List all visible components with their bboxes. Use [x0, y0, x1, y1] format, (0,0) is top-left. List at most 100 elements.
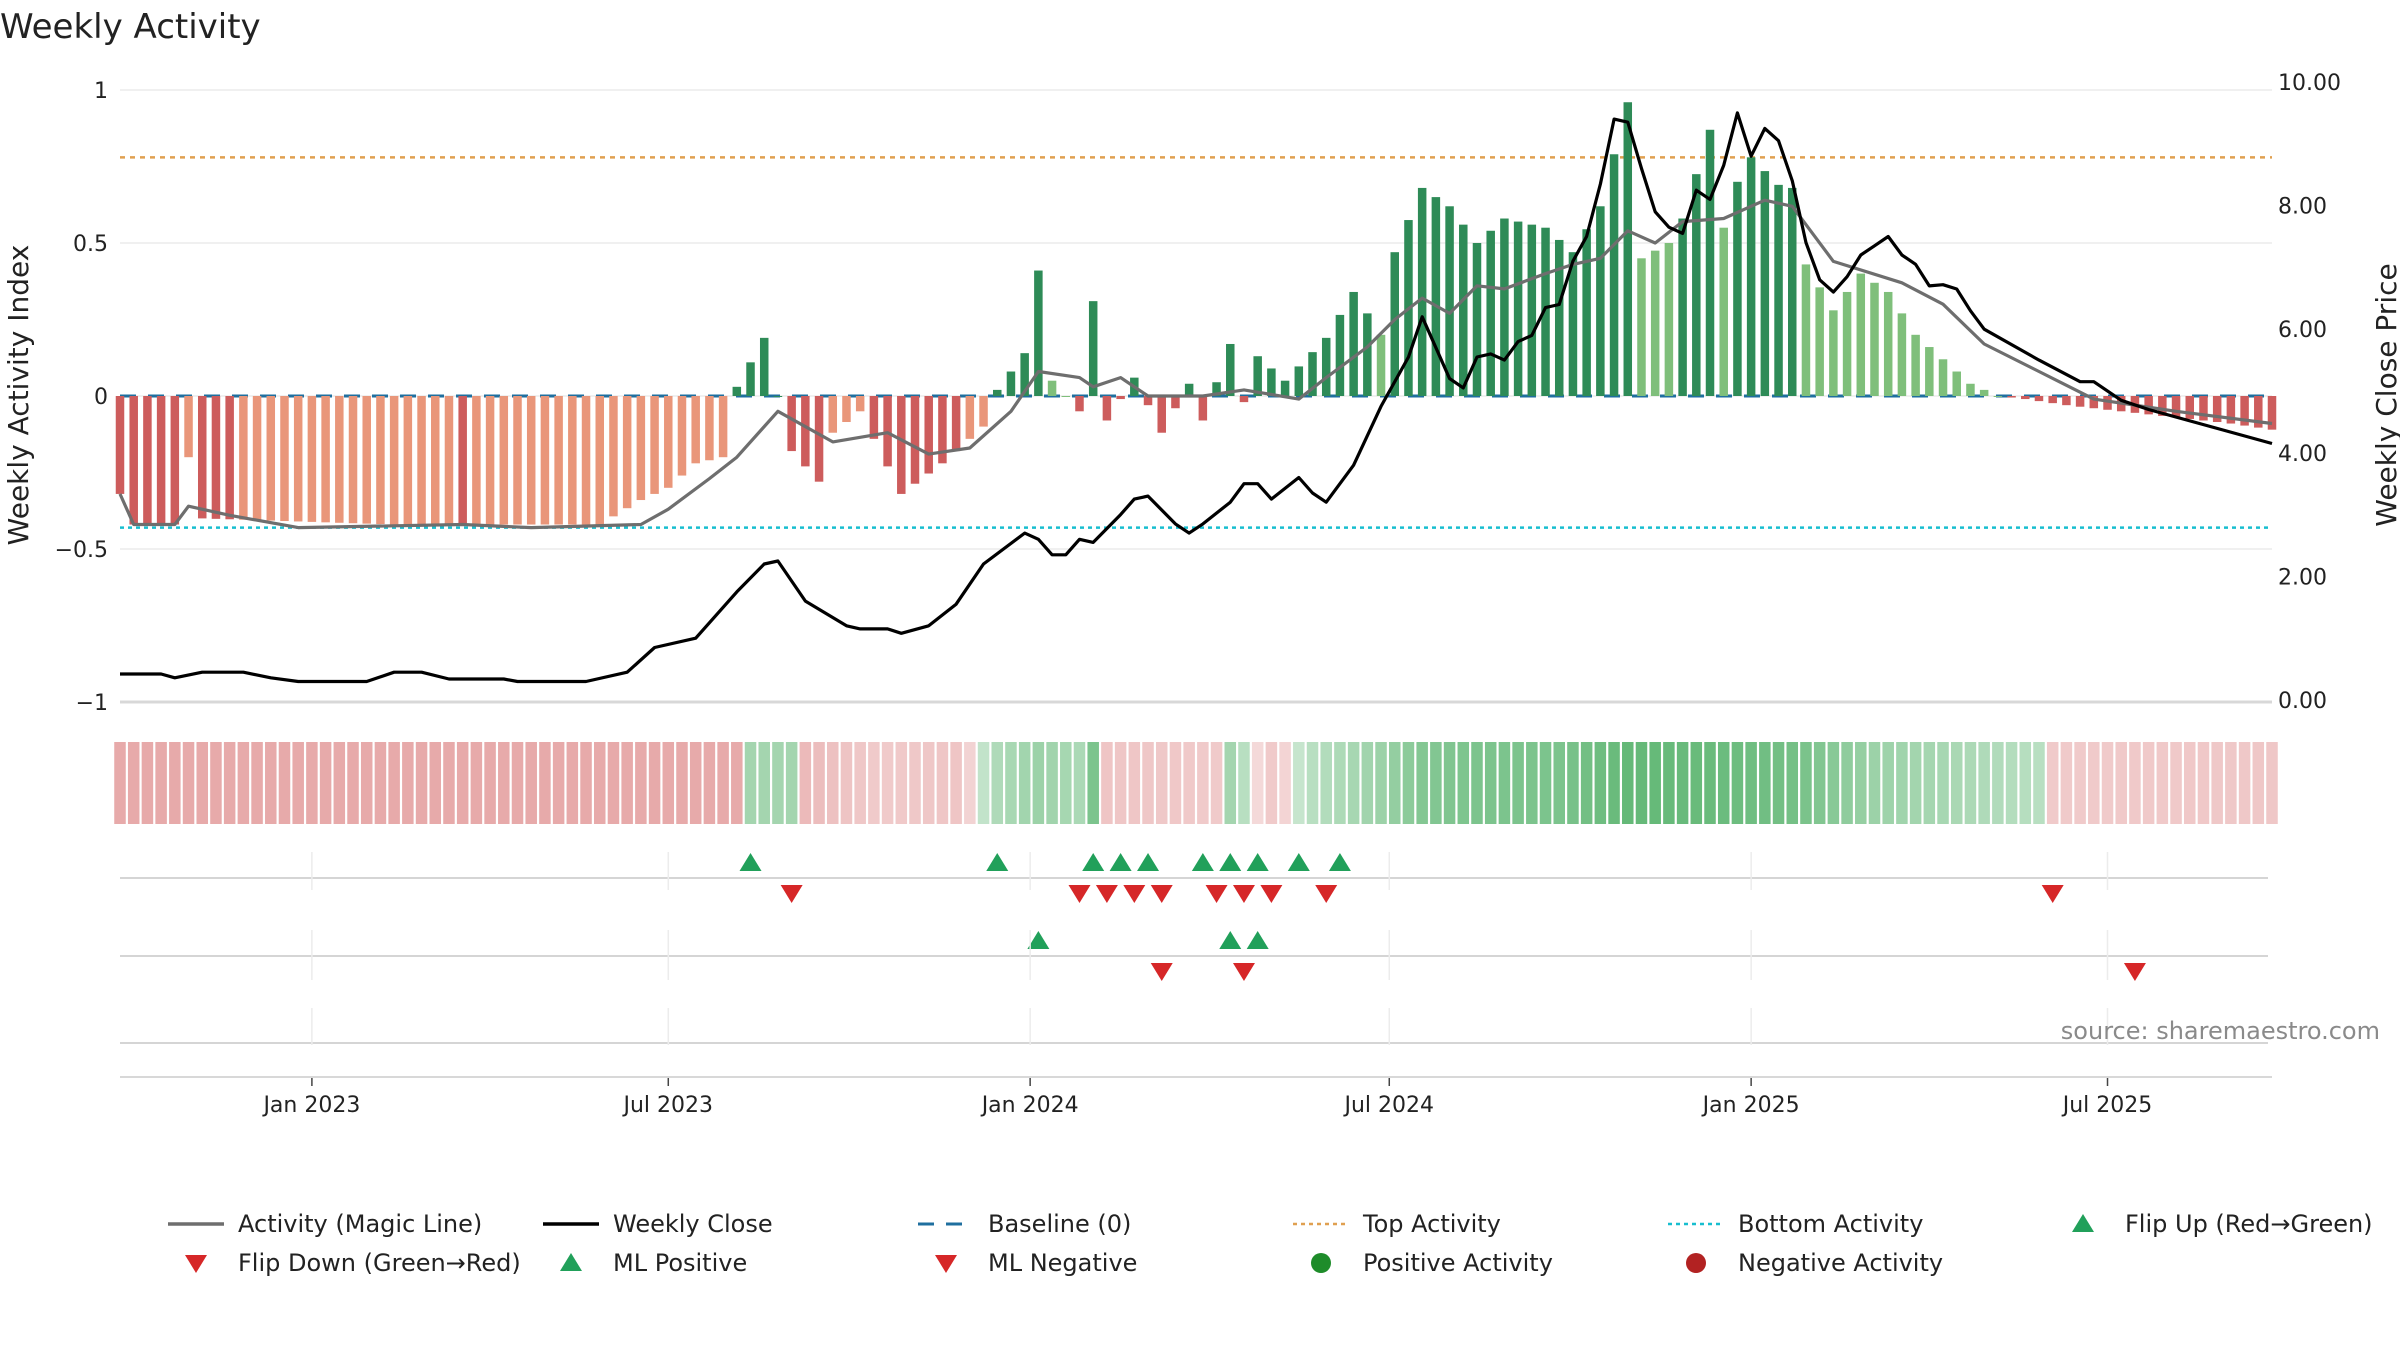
- activity-bar: [1979, 389, 1989, 396]
- source-note: source: sharemaestro.com: [2061, 1017, 2380, 1045]
- heat-cell: [1210, 742, 1223, 824]
- heat-cell: [1786, 742, 1799, 824]
- ml-positive-marker: [1219, 931, 1242, 949]
- heat-cell: [731, 742, 743, 824]
- heat-cell: [511, 742, 524, 824]
- heat-cell: [1128, 742, 1141, 824]
- heat-cell: [1909, 742, 1922, 824]
- activity-bar: [362, 396, 371, 524]
- heat-cell: [402, 742, 414, 824]
- flip-up-marker: [1109, 853, 1132, 871]
- activity-bar: [143, 396, 152, 525]
- heat-cell: [1731, 742, 1744, 824]
- heat-cell: [1388, 742, 1401, 824]
- heat-cell: [1197, 742, 1209, 824]
- activity-bar: [485, 396, 495, 525]
- activity-bar: [897, 396, 906, 494]
- heat-cell: [1471, 742, 1483, 824]
- activity-bar: [1472, 243, 1482, 396]
- heat-cell: [566, 742, 579, 824]
- heat-cell: [1498, 742, 1511, 824]
- heat-cell: [717, 742, 729, 824]
- heat-cell: [1484, 742, 1497, 824]
- activity-bar: [650, 396, 659, 494]
- heat-cell: [210, 742, 222, 824]
- activity-bar: [252, 396, 262, 521]
- activity-bar: [115, 396, 125, 494]
- ml-negative-marker: [1150, 963, 1173, 981]
- flip-down-marker: [1150, 885, 1173, 903]
- heat-cell: [1964, 742, 1977, 824]
- activity-bar: [1157, 396, 1166, 433]
- heat-cell: [1402, 742, 1415, 824]
- activity-bar: [239, 396, 248, 520]
- heat-cell: [1114, 742, 1127, 824]
- heat-cell: [2019, 742, 2032, 824]
- y-axis-right-title: Weekly Close Price: [2370, 263, 2400, 526]
- flip-up-marker: [1219, 853, 1242, 871]
- heat-cell: [909, 742, 921, 824]
- heat-cell: [1306, 742, 1319, 824]
- activity-bar: [389, 396, 399, 525]
- activity-bar: [1829, 310, 1838, 396]
- heat-cell: [182, 742, 195, 824]
- heat-cell: [1800, 742, 1812, 824]
- activity-bar: [609, 396, 618, 517]
- flip-down-marker: [1123, 885, 1146, 903]
- heat-cell: [950, 742, 962, 824]
- heat-cell: [1717, 742, 1730, 824]
- heat-cell: [607, 742, 620, 824]
- flip-marker-rows: [120, 853, 2268, 1044]
- activity-bar: [403, 396, 413, 525]
- y-right-tick-label: 6.00: [2278, 318, 2327, 343]
- activity-bar: [2021, 396, 2030, 400]
- heat-cell: [703, 742, 716, 824]
- activity-bar: [1171, 396, 1180, 409]
- y-right-tick-label: 0.00: [2278, 689, 2327, 714]
- activity-bar: [664, 396, 673, 488]
- flip-down-marker: [1260, 885, 1283, 903]
- flip-up-marker: [1082, 853, 1105, 871]
- y-left-tick-label: 1: [94, 79, 108, 104]
- y-axis-left-title: Weekly Activity Index: [2, 245, 35, 546]
- ml-negative-marker: [1232, 963, 1255, 981]
- activity-bar: [184, 396, 193, 458]
- heat-cell: [333, 742, 346, 824]
- activity-bar: [581, 396, 591, 525]
- heat-cell: [1512, 742, 1524, 824]
- heat-cell: [1224, 742, 1237, 824]
- activity-bar: [2254, 396, 2263, 428]
- heat-cell: [827, 742, 839, 824]
- activity-bar: [1568, 252, 1578, 396]
- activity-bar: [938, 396, 947, 464]
- heat-cell: [1073, 742, 1086, 824]
- y-axis-right: 10.00 8.00 6.00 4.00 2.00 0.00: [2278, 71, 2341, 714]
- activity-bar: [1226, 343, 1235, 396]
- activity-bar: [1842, 291, 1852, 396]
- activity-bars: [115, 102, 2277, 525]
- heat-cell: [676, 742, 688, 824]
- activity-bar: [1801, 264, 1811, 396]
- flip-down-marker: [1205, 885, 1228, 903]
- activity-bar: [2103, 396, 2112, 410]
- heat-cell: [141, 742, 154, 824]
- heat-cell: [1868, 742, 1881, 824]
- heat-cell: [1745, 742, 1757, 824]
- activity-bar: [992, 389, 1002, 396]
- activity-bar: [718, 396, 728, 458]
- activity-bar: [1500, 218, 1509, 396]
- activity-bar: [2267, 396, 2277, 430]
- x-tick-label: Jan 2024: [980, 1093, 1079, 1118]
- heat-cell: [2129, 742, 2141, 824]
- heat-cell: [484, 742, 496, 824]
- activity-bar: [2158, 396, 2167, 416]
- heat-cell: [306, 742, 318, 824]
- x-tick-label: Jul 2025: [2061, 1093, 2153, 1118]
- heat-cell: [1347, 742, 1360, 824]
- y-left-tick-label: −1: [76, 691, 108, 716]
- heat-cell: [881, 742, 894, 824]
- heat-cell: [2211, 742, 2223, 824]
- activity-bar: [1678, 218, 1687, 396]
- activity-bar: [170, 396, 180, 525]
- heat-cell: [813, 742, 825, 824]
